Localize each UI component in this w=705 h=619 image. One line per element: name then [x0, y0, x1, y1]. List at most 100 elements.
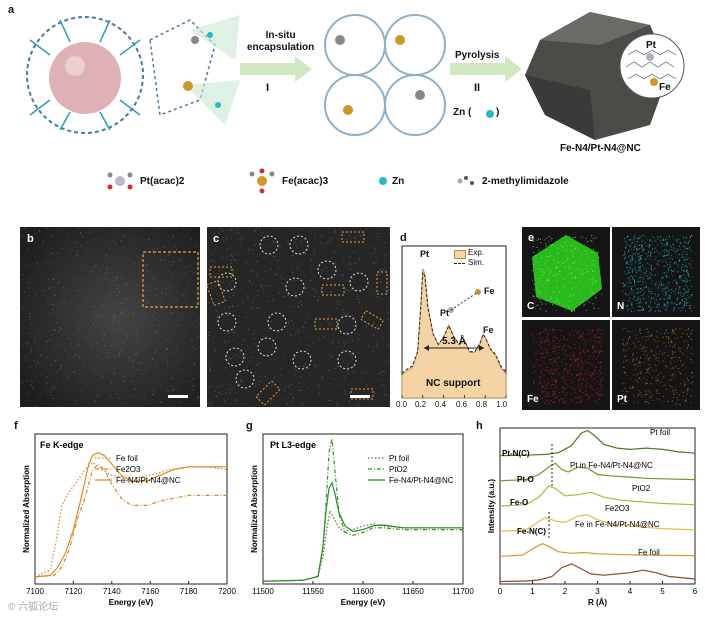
series-label-h: Fe in Fe-N4/Pt-N4@NC	[575, 520, 660, 529]
legend-pt-acac: Pt(acac)2	[140, 176, 185, 187]
d-fe2-label: Fe	[484, 286, 495, 296]
series-line-h-2	[499, 485, 696, 507]
tick-label-g: 11650	[402, 587, 424, 596]
product-label: Fe-N4/Pt-N4@NC	[560, 143, 641, 154]
watermark: © 六狐论坛	[8, 602, 59, 613]
pt-atom-label: Pt	[646, 40, 656, 51]
zn-product-label: Zn (	[453, 107, 472, 118]
zif-cage-illustration	[26, 15, 240, 134]
tick-label-h: 2	[563, 587, 568, 596]
eds-map-n	[612, 227, 700, 317]
legend-label-f: Fe-N4/Pt-N4@NC	[116, 476, 181, 485]
series-line-f-1	[34, 463, 227, 578]
series-line-h-5	[499, 563, 696, 583]
fe-atom-label: Fe	[659, 82, 671, 93]
tick-label-h: 5	[660, 587, 665, 596]
d-fe-label: Fe	[483, 325, 494, 335]
series-label-h: Pt in Fe-N4/Pt-N4@NC	[570, 461, 653, 470]
annotation-h: Pt-O	[517, 475, 534, 484]
carbon-polyhedron	[525, 12, 685, 140]
eds-map-c	[522, 227, 610, 317]
series-label-h: Pt foil	[650, 428, 670, 437]
legend-label-g: Pt foil	[389, 454, 409, 463]
step1-numeral: I	[266, 82, 270, 94]
step2-label: Pyrolysis	[455, 50, 500, 61]
eds-label-pt: Pt	[617, 394, 627, 405]
tick-label-g: 11550	[302, 587, 324, 596]
series-label-h: Fe2O3	[605, 504, 630, 513]
legend-label-f: Fe foil	[116, 454, 138, 463]
tick-label-f: 7100	[26, 587, 44, 596]
tick-label-f: 7120	[65, 587, 83, 596]
series-line-f-0	[34, 461, 228, 578]
zif-crystal-array	[324, 14, 446, 136]
d-distance: 5.3 Å	[442, 336, 466, 347]
tick-label-f: 7200	[218, 587, 236, 596]
xlabel-f: Energy (eV)	[109, 598, 154, 607]
eds-map-fe	[522, 320, 610, 410]
series-line-g-2	[262, 481, 463, 582]
panel-b-letter: b	[27, 233, 34, 245]
tick-label-h: 6	[693, 587, 698, 596]
series-line-g-1	[262, 438, 463, 582]
atom-sketch	[448, 289, 481, 313]
chart-title-f: Fe K-edge	[40, 440, 84, 450]
legend-label-g: PtO2	[389, 465, 408, 474]
step1-label: In-situ encapsulation	[247, 30, 315, 53]
d-legend-exp: Exp.	[468, 248, 485, 257]
tick-label-h: 3	[595, 587, 600, 596]
ylabel-h: Intensity (a.u.)	[487, 479, 496, 534]
legend-2-methylimidazole: 2-methylimidazole	[482, 176, 569, 187]
scale-bar	[168, 395, 188, 398]
annotation-h: Pt-N(C)	[502, 449, 530, 458]
tick-label-f: 7160	[141, 587, 159, 596]
tick-label-g: 11500	[252, 587, 274, 596]
panel-a-letter: a	[8, 4, 15, 16]
legend-molecules	[107, 168, 474, 194]
arrow-step-1	[240, 56, 312, 82]
panel-e-letter: e	[528, 232, 535, 244]
series-line-h-4	[499, 543, 696, 557]
d-pt-label: Pt	[420, 249, 429, 259]
legend-zn: Zn	[392, 176, 405, 187]
d-legend-sim: Sim.	[468, 258, 484, 267]
chart-title-g: Pt L3-edge	[270, 440, 316, 450]
series-label-h: Fe foil	[638, 548, 660, 557]
tick-label-f: 7140	[103, 587, 121, 596]
panel-b-stem-image	[20, 227, 201, 408]
d-support-label: NC support	[426, 378, 481, 389]
annotation-h: Fe-O	[510, 498, 528, 507]
zoom-box	[142, 251, 199, 308]
xas-charts: 7100 7120 7140 7160 7180 7200 Energy (eV) Norma…	[22, 427, 698, 607]
panel-d-profile	[401, 245, 507, 399]
step2-numeral: II	[474, 82, 481, 94]
panel-a-schematic	[26, 12, 685, 194]
tick-label-h: 0	[498, 587, 503, 596]
panel-d-letter: d	[400, 232, 407, 244]
legend-label-g: Fe-N4/Pt-N4@NC	[389, 476, 454, 485]
legend-label-f: Fe2O3	[116, 465, 141, 474]
ylabel-f: Normalized Absorption	[22, 465, 31, 553]
panel-c-letter: c	[213, 233, 220, 245]
legend-fe-acac: Fe(acac)3	[282, 176, 329, 187]
series-line-h-0	[499, 429, 696, 457]
eds-label-c: C	[527, 301, 535, 312]
d-pt2-label: Pt	[440, 308, 449, 318]
tick-label-f: 7180	[180, 587, 198, 596]
series-line-h-3	[499, 514, 696, 532]
ylabel-g: Normalized Absorption	[250, 465, 259, 553]
series-line-f-2	[34, 451, 227, 578]
d-tick-labels: 0.0 0.2 0.4 0.6 0.8 1.0	[396, 400, 508, 409]
panel-c-stem-image	[205, 227, 391, 408]
tick-label-g: 11700	[452, 587, 474, 596]
tick-label-g: 11600	[352, 587, 374, 596]
eds-label-n: N	[617, 301, 625, 312]
series-line-h-1	[499, 462, 696, 482]
annotation-h: Fe-N(C)	[517, 527, 546, 536]
tick-label-h: 4	[628, 587, 633, 596]
xlabel-h: R (Å)	[588, 598, 607, 607]
arrow-step-2	[450, 56, 522, 118]
xlabel-g: Energy (eV)	[341, 598, 386, 607]
panel-e-eds-maps: C N Fe Pt	[522, 227, 700, 410]
eds-label-fe: Fe	[527, 394, 539, 405]
